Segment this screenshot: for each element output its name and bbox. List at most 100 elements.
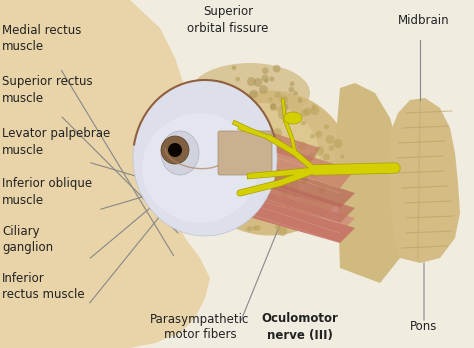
Circle shape: [301, 121, 306, 126]
Circle shape: [298, 98, 302, 103]
Circle shape: [220, 96, 228, 103]
Circle shape: [272, 214, 278, 220]
Text: Superior
orbital fissure: Superior orbital fissure: [187, 6, 269, 34]
Circle shape: [215, 108, 221, 113]
Circle shape: [201, 150, 208, 158]
Circle shape: [293, 91, 298, 95]
Circle shape: [290, 81, 294, 86]
Circle shape: [264, 79, 269, 83]
Ellipse shape: [133, 80, 277, 236]
Circle shape: [280, 95, 288, 104]
Circle shape: [326, 135, 334, 144]
Polygon shape: [335, 83, 405, 283]
Ellipse shape: [284, 112, 302, 124]
Circle shape: [255, 112, 263, 120]
Circle shape: [219, 80, 223, 85]
Ellipse shape: [142, 113, 257, 223]
Circle shape: [232, 65, 237, 70]
Circle shape: [259, 85, 268, 94]
Circle shape: [270, 103, 276, 109]
Circle shape: [236, 207, 245, 216]
Circle shape: [269, 77, 274, 81]
Circle shape: [301, 109, 309, 117]
Circle shape: [221, 120, 228, 126]
Circle shape: [246, 226, 252, 231]
Circle shape: [229, 147, 235, 151]
Circle shape: [255, 225, 261, 231]
Text: Inferior oblique
muscle: Inferior oblique muscle: [2, 177, 92, 206]
Circle shape: [234, 115, 242, 123]
Circle shape: [289, 87, 294, 93]
Circle shape: [310, 134, 315, 139]
Polygon shape: [165, 98, 320, 163]
Text: Inferior
rectus muscle: Inferior rectus muscle: [2, 271, 85, 301]
Circle shape: [219, 101, 223, 106]
Circle shape: [213, 111, 218, 116]
Circle shape: [256, 110, 260, 115]
Ellipse shape: [190, 63, 310, 123]
Circle shape: [269, 177, 278, 186]
Polygon shape: [0, 0, 170, 348]
Circle shape: [278, 110, 288, 119]
Circle shape: [340, 155, 345, 159]
Circle shape: [242, 96, 246, 101]
Circle shape: [201, 102, 208, 109]
Polygon shape: [388, 98, 460, 263]
Text: Superior rectus
muscle: Superior rectus muscle: [2, 76, 92, 104]
Circle shape: [215, 112, 222, 120]
Polygon shape: [165, 163, 355, 233]
Circle shape: [242, 162, 250, 171]
Circle shape: [195, 154, 204, 163]
Circle shape: [281, 190, 289, 198]
Circle shape: [239, 110, 244, 114]
Circle shape: [268, 97, 273, 101]
Circle shape: [208, 188, 215, 195]
Circle shape: [231, 133, 236, 138]
Circle shape: [216, 98, 224, 107]
Circle shape: [168, 143, 182, 157]
Circle shape: [323, 154, 330, 160]
Circle shape: [225, 162, 229, 166]
Circle shape: [318, 185, 326, 193]
Circle shape: [263, 214, 268, 220]
Circle shape: [254, 78, 262, 87]
Circle shape: [269, 167, 273, 171]
Polygon shape: [165, 148, 355, 223]
Circle shape: [161, 136, 189, 164]
Circle shape: [275, 106, 281, 112]
Circle shape: [219, 205, 225, 211]
Polygon shape: [165, 133, 355, 208]
Circle shape: [315, 146, 324, 156]
Circle shape: [191, 96, 201, 105]
Circle shape: [304, 108, 312, 115]
Circle shape: [311, 106, 319, 115]
Circle shape: [270, 104, 277, 111]
Text: Levator palpebrae
muscle: Levator palpebrae muscle: [2, 127, 110, 157]
Circle shape: [237, 165, 244, 171]
Text: Parasympathetic
motor fibers: Parasympathetic motor fibers: [150, 313, 250, 341]
Circle shape: [300, 177, 307, 184]
Circle shape: [315, 131, 322, 138]
Circle shape: [291, 189, 299, 197]
Circle shape: [262, 68, 269, 74]
Circle shape: [278, 227, 287, 236]
Ellipse shape: [190, 90, 350, 236]
Circle shape: [238, 109, 243, 114]
Polygon shape: [165, 113, 355, 188]
Circle shape: [273, 65, 281, 72]
Circle shape: [328, 145, 334, 151]
Ellipse shape: [200, 103, 320, 213]
Circle shape: [245, 96, 253, 104]
Text: Ciliary
ganglion: Ciliary ganglion: [2, 226, 53, 254]
Circle shape: [291, 172, 300, 181]
Circle shape: [285, 185, 289, 189]
Circle shape: [298, 141, 307, 150]
Circle shape: [259, 164, 268, 173]
Circle shape: [226, 159, 232, 165]
Polygon shape: [165, 173, 355, 243]
Circle shape: [231, 109, 238, 116]
Circle shape: [279, 185, 288, 193]
Circle shape: [236, 77, 240, 81]
Circle shape: [243, 109, 251, 117]
Circle shape: [225, 116, 230, 121]
